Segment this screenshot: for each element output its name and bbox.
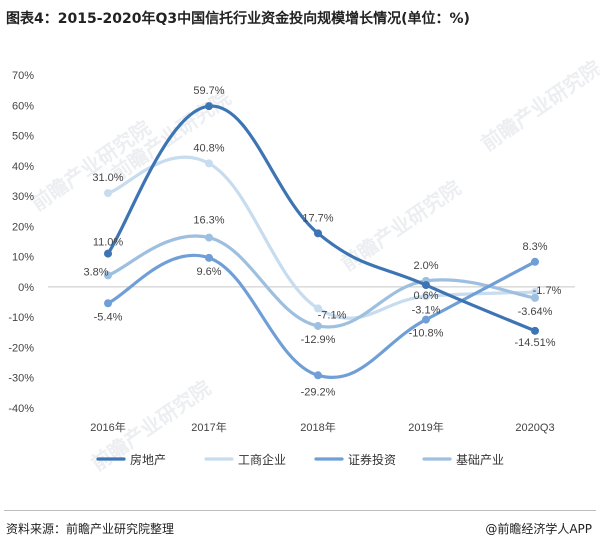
data-label-证券投资-2: -29.2% bbox=[301, 386, 336, 398]
y-tick-label: 30% bbox=[12, 191, 34, 203]
data-label-工商企业-3: -3.1% bbox=[412, 304, 441, 316]
data-label-工商企业-4: -1.7% bbox=[533, 285, 562, 297]
data-label-房地产-2: 17.7% bbox=[302, 212, 333, 224]
data-label-工商企业-2: -7.1% bbox=[318, 309, 347, 321]
data-point-工商企业-3 bbox=[422, 292, 430, 301]
data-point-工商企业-2 bbox=[314, 304, 322, 313]
data-point-基础产业-1 bbox=[205, 233, 213, 242]
legend-label-基础产业: 基础产业 bbox=[456, 453, 504, 467]
y-tick-label: 10% bbox=[12, 252, 34, 264]
data-point-证券投资-4 bbox=[531, 257, 539, 266]
data-label-基础产业-3: 2.0% bbox=[413, 260, 438, 272]
chart-title: 图表4：2015-2020年Q3中国信托行业资金投向规模增长情况(单位：%) bbox=[6, 11, 470, 27]
data-label-基础产业-1: 16.3% bbox=[193, 215, 224, 227]
y-tick-label: 70% bbox=[12, 70, 34, 82]
legend-label-工商企业: 工商企业 bbox=[238, 452, 286, 467]
data-point-证券投资-0 bbox=[104, 299, 112, 308]
legend-label-房地产: 房地产 bbox=[130, 452, 166, 467]
data-label-工商企业-1: 40.8% bbox=[193, 142, 224, 154]
y-tick-label: 20% bbox=[12, 221, 34, 233]
data-point-工商企业-1 bbox=[205, 159, 213, 168]
data-point-证券投资-1 bbox=[205, 253, 213, 262]
y-tick-label: -30% bbox=[8, 373, 34, 385]
y-tick-label: -40% bbox=[8, 403, 34, 415]
data-label-基础产业-0: 3.8% bbox=[83, 266, 108, 278]
line-chart: -40% -30% -20% -10% 0% 10% 20% 30% 40% 50% 60% 70% 2… bbox=[8, 70, 575, 467]
data-label-基础产业-2: -12.9% bbox=[301, 334, 336, 346]
legend-label-证券投资: 证券投资 bbox=[348, 452, 396, 467]
footer-divider bbox=[4, 510, 596, 511]
data-label-基础产业-4: -3.64% bbox=[518, 306, 553, 318]
y-tick-label: 60% bbox=[12, 100, 34, 112]
data-label-证券投资-4: 8.3% bbox=[522, 241, 547, 253]
y-tick-label: 0% bbox=[18, 282, 34, 294]
x-tick-label: 2019年 bbox=[408, 420, 443, 434]
data-label-房地产-0: 11.0% bbox=[93, 237, 124, 249]
data-point-房地产-3 bbox=[422, 281, 430, 290]
data-point-证券投资-2 bbox=[314, 371, 322, 380]
x-tick-label: 2016年 bbox=[90, 420, 125, 434]
brand-note: @前瞻经济学人APP bbox=[485, 522, 592, 536]
data-point-房地产-4 bbox=[531, 326, 539, 335]
data-label-证券投资-3: -10.8% bbox=[409, 328, 444, 340]
data-label-房地产-4: -14.51% bbox=[515, 337, 556, 349]
data-point-基础产业-0 bbox=[104, 271, 112, 280]
data-label-房地产-3: 0.6% bbox=[413, 290, 438, 302]
data-point-工商企业-4 bbox=[531, 288, 539, 297]
data-point-基础产业-4 bbox=[531, 293, 539, 302]
data-label-房地产-1: 59.7% bbox=[193, 85, 224, 97]
data-point-工商企业-0 bbox=[104, 189, 112, 198]
source-note: 资料来源：前瞻产业研究院整理 bbox=[6, 522, 175, 536]
x-tick-label: 2020Q3 bbox=[515, 422, 554, 434]
y-tick-label: -10% bbox=[8, 312, 34, 324]
series-line-房地产 bbox=[106, 104, 537, 333]
data-label-证券投资-0: -5.4% bbox=[94, 311, 123, 323]
y-tick-label: -20% bbox=[8, 342, 34, 354]
data-label-工商企业-0: 31.0% bbox=[92, 172, 123, 184]
data-point-房地产-1 bbox=[205, 102, 213, 111]
data-point-基础产业-2 bbox=[314, 321, 322, 330]
data-label-证券投资-1: 9.6% bbox=[196, 266, 221, 278]
data-point-证券投资-3 bbox=[422, 315, 430, 324]
x-tick-label: 2017年 bbox=[191, 420, 226, 434]
y-tick-label: 50% bbox=[12, 131, 34, 143]
x-tick-label: 2018年 bbox=[300, 420, 335, 434]
y-tick-label: 40% bbox=[12, 161, 34, 173]
data-point-房地产-2 bbox=[314, 229, 322, 238]
series-line-工商企业 bbox=[106, 155, 537, 320]
data-point-房地产-0 bbox=[104, 249, 112, 258]
